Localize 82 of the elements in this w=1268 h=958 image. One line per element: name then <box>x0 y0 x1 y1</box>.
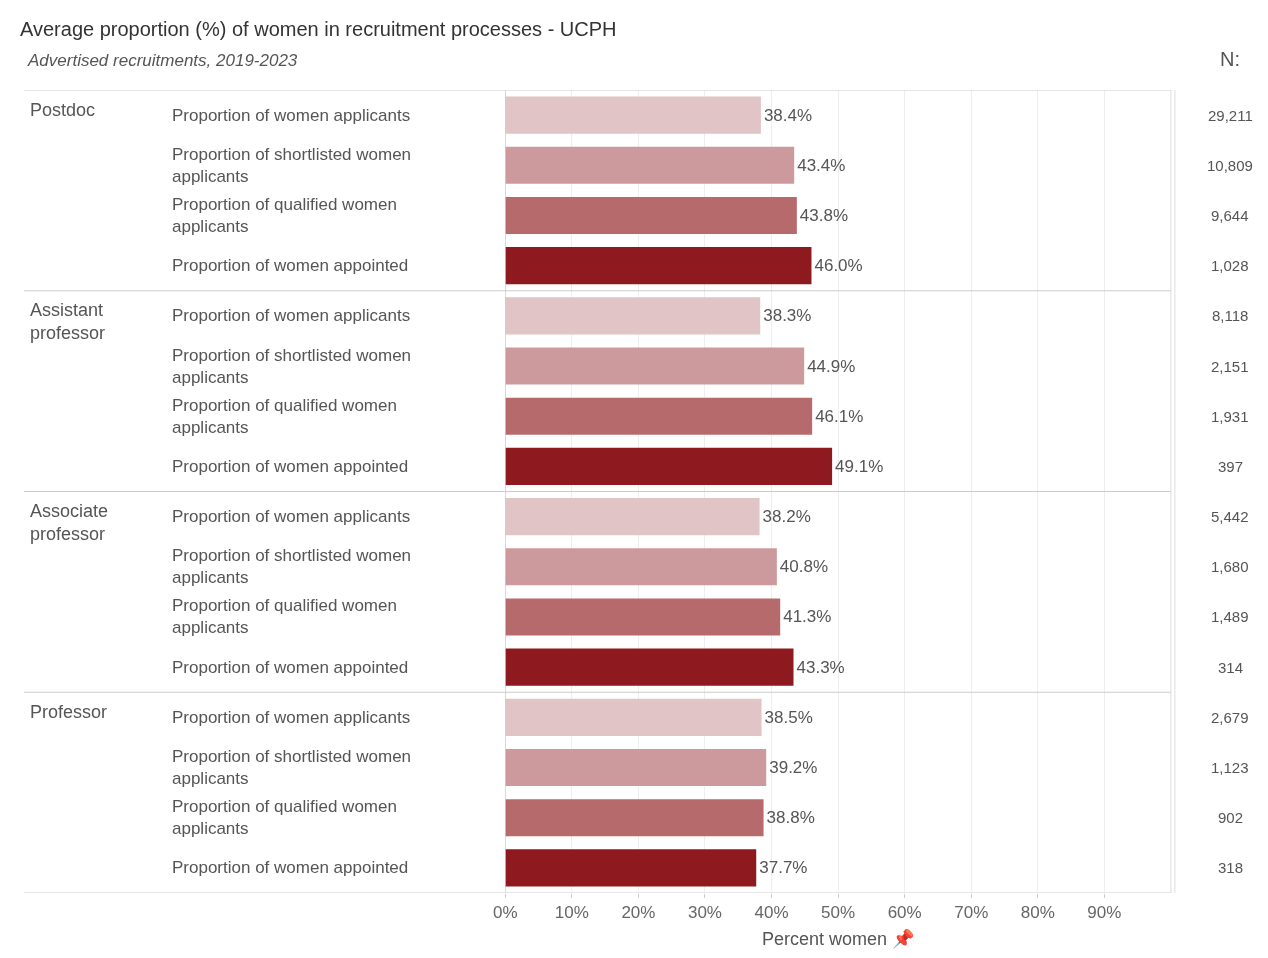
text: N: <box>1220 48 1240 70</box>
y-tick-label: Proportion of shortlisted women applicants <box>172 546 412 588</box>
text: Average proportion (%) of women in recruitment processes - UCPH <box>20 18 617 40</box>
bar <box>505 598 781 636</box>
y-tick-label: Proportion of shortlisted women applicants <box>172 346 412 388</box>
x-tick-label: 70% <box>954 903 989 923</box>
text: 2,151 <box>1211 358 1249 375</box>
bar <box>505 247 812 285</box>
x-tick-label: 10% <box>554 903 589 923</box>
bar <box>505 799 764 837</box>
y-tick-label: Proportion of shortlisted women applicants <box>172 747 412 789</box>
data-label: 39.2% <box>769 758 818 778</box>
text: 8,118 <box>1212 307 1249 324</box>
text: 314 <box>1218 659 1244 676</box>
data-label: 38.8% <box>766 808 815 828</box>
text: 1,680 <box>1211 558 1249 575</box>
data-label: 37.7% <box>759 858 808 878</box>
data-label: 38.2% <box>762 507 811 527</box>
y-tick-label: Proportion of women appointed <box>172 457 409 476</box>
bar <box>505 748 767 787</box>
y-tick-label: Proportion of qualified women applicants <box>172 797 397 839</box>
data-label: 44.9% <box>807 356 856 376</box>
data-label: 46.0% <box>814 256 863 276</box>
text: 2,679 <box>1211 709 1249 726</box>
bar <box>505 146 795 184</box>
y-tick-label: Proportion of shortlisted women applicants <box>172 145 412 187</box>
data-label: 40.8% <box>779 557 829 577</box>
x-tick-label: 90% <box>1087 903 1122 923</box>
bar <box>505 849 757 887</box>
bar <box>505 548 777 586</box>
y-tick-label: Proportion of women applicants <box>172 306 411 325</box>
data-label: 46.1% <box>815 406 864 426</box>
x-tick-label: 0% <box>493 903 518 923</box>
y-tick-label: Proportion of women appointed <box>172 858 409 877</box>
y-tick-label: Proportion of qualified women applicants <box>172 396 397 438</box>
y-tick-label: Proportion of women applicants <box>172 708 411 727</box>
x-tick-label: 30% <box>687 903 722 923</box>
text: 1,028 <box>1211 257 1249 274</box>
y-tick-label: Proportion of women appointed <box>172 256 409 275</box>
x-axis-title: Percent women 📌 <box>762 927 915 949</box>
bar <box>505 397 813 435</box>
x-tick-label: 80% <box>1020 903 1055 923</box>
data-label: 43.4% <box>797 155 846 175</box>
text: Professor <box>30 702 108 722</box>
data-label: 38.4% <box>763 105 813 125</box>
y-tick-label: Proportion of qualified women applicants <box>172 596 397 638</box>
bar <box>505 447 833 485</box>
text: 397 <box>1218 458 1244 475</box>
text: Assistant professor <box>30 300 106 344</box>
data-label: 43.8% <box>799 205 849 225</box>
text: 29,211 <box>1208 107 1253 124</box>
x-tick-label: 40% <box>754 903 789 923</box>
bar <box>505 297 761 335</box>
bar <box>505 698 762 736</box>
text: 318 <box>1218 859 1244 876</box>
text: 5,442 <box>1211 508 1249 525</box>
text: 902 <box>1218 809 1244 826</box>
text: 1,931 <box>1211 408 1249 425</box>
text: Advertised recruitments, 2019-2023 <box>27 51 298 70</box>
x-tick-label: 50% <box>821 903 856 923</box>
bar <box>505 498 760 536</box>
y-tick-label: Proportion of qualified women applicants <box>172 195 397 237</box>
text: 9,644 <box>1211 207 1249 224</box>
y-tick-label: Proportion of women applicants <box>172 507 411 526</box>
text: 1,489 <box>1211 608 1249 625</box>
bar <box>505 196 797 235</box>
bar <box>505 648 794 686</box>
data-label: 43.3% <box>796 657 845 677</box>
x-tick-label: 20% <box>621 903 656 923</box>
y-tick-label: Proportion of women applicants <box>172 106 411 125</box>
bar <box>505 347 805 385</box>
data-label: 38.5% <box>764 707 813 727</box>
text: Associate professor <box>30 501 109 545</box>
data-label: 49.1% <box>835 456 884 476</box>
y-tick-label: Proportion of women appointed <box>172 658 409 677</box>
bar <box>505 96 761 134</box>
text: 1,123 <box>1211 759 1249 776</box>
data-label: 38.3% <box>763 306 812 326</box>
text: 10,809 <box>1207 157 1253 174</box>
text: Postdoc <box>30 100 96 120</box>
x-tick-label: 60% <box>887 903 922 923</box>
data-label: 41.3% <box>783 607 832 627</box>
